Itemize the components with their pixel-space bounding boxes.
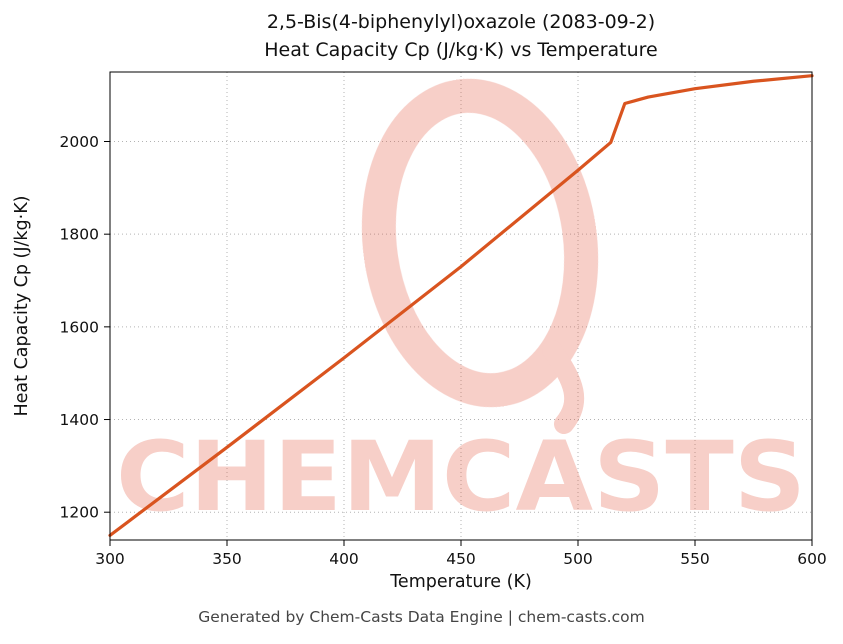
y-tick-label: 1800: [60, 226, 99, 244]
y-axis-label: Heat Capacity Cp (J/kg·K): [12, 195, 32, 417]
x-tick-label: 600: [797, 550, 827, 568]
watermark-swirl-tail-icon: [542, 340, 585, 434]
chart-title-line1: 2,5-Bis(4-biphenylyl)oxazole (2083-09-2): [266, 11, 656, 33]
x-tick-label: 450: [446, 550, 476, 568]
chart-title-line2: Heat Capacity Cp (J/kg·K) vs Temperature: [264, 39, 658, 61]
footer-text: Generated by Chem-Casts Data Engine | ch…: [198, 608, 645, 626]
x-axis-label: Temperature (K): [390, 572, 532, 592]
y-tick-label: 1200: [60, 504, 99, 522]
chart-title: 2,5-Bis(4-biphenylyl)oxazole (2083-09-2)…: [110, 8, 812, 64]
x-tick-label: 500: [563, 550, 593, 568]
y-tick-label: 2000: [60, 133, 99, 151]
watermark: CHEMCASTS: [116, 78, 806, 533]
x-tick-label: 400: [329, 550, 359, 568]
x-tick-label: 350: [212, 550, 242, 568]
data-line-cp: [108, 74, 814, 537]
y-tick-label: 1600: [60, 318, 99, 336]
watermark-swirl-ring-icon: [361, 78, 599, 408]
x-tick-label: 300: [95, 550, 125, 568]
x-tick-label: 550: [680, 550, 710, 568]
y-tick-label: 1400: [60, 411, 99, 429]
watermark-text: CHEMCASTS: [116, 421, 806, 533]
